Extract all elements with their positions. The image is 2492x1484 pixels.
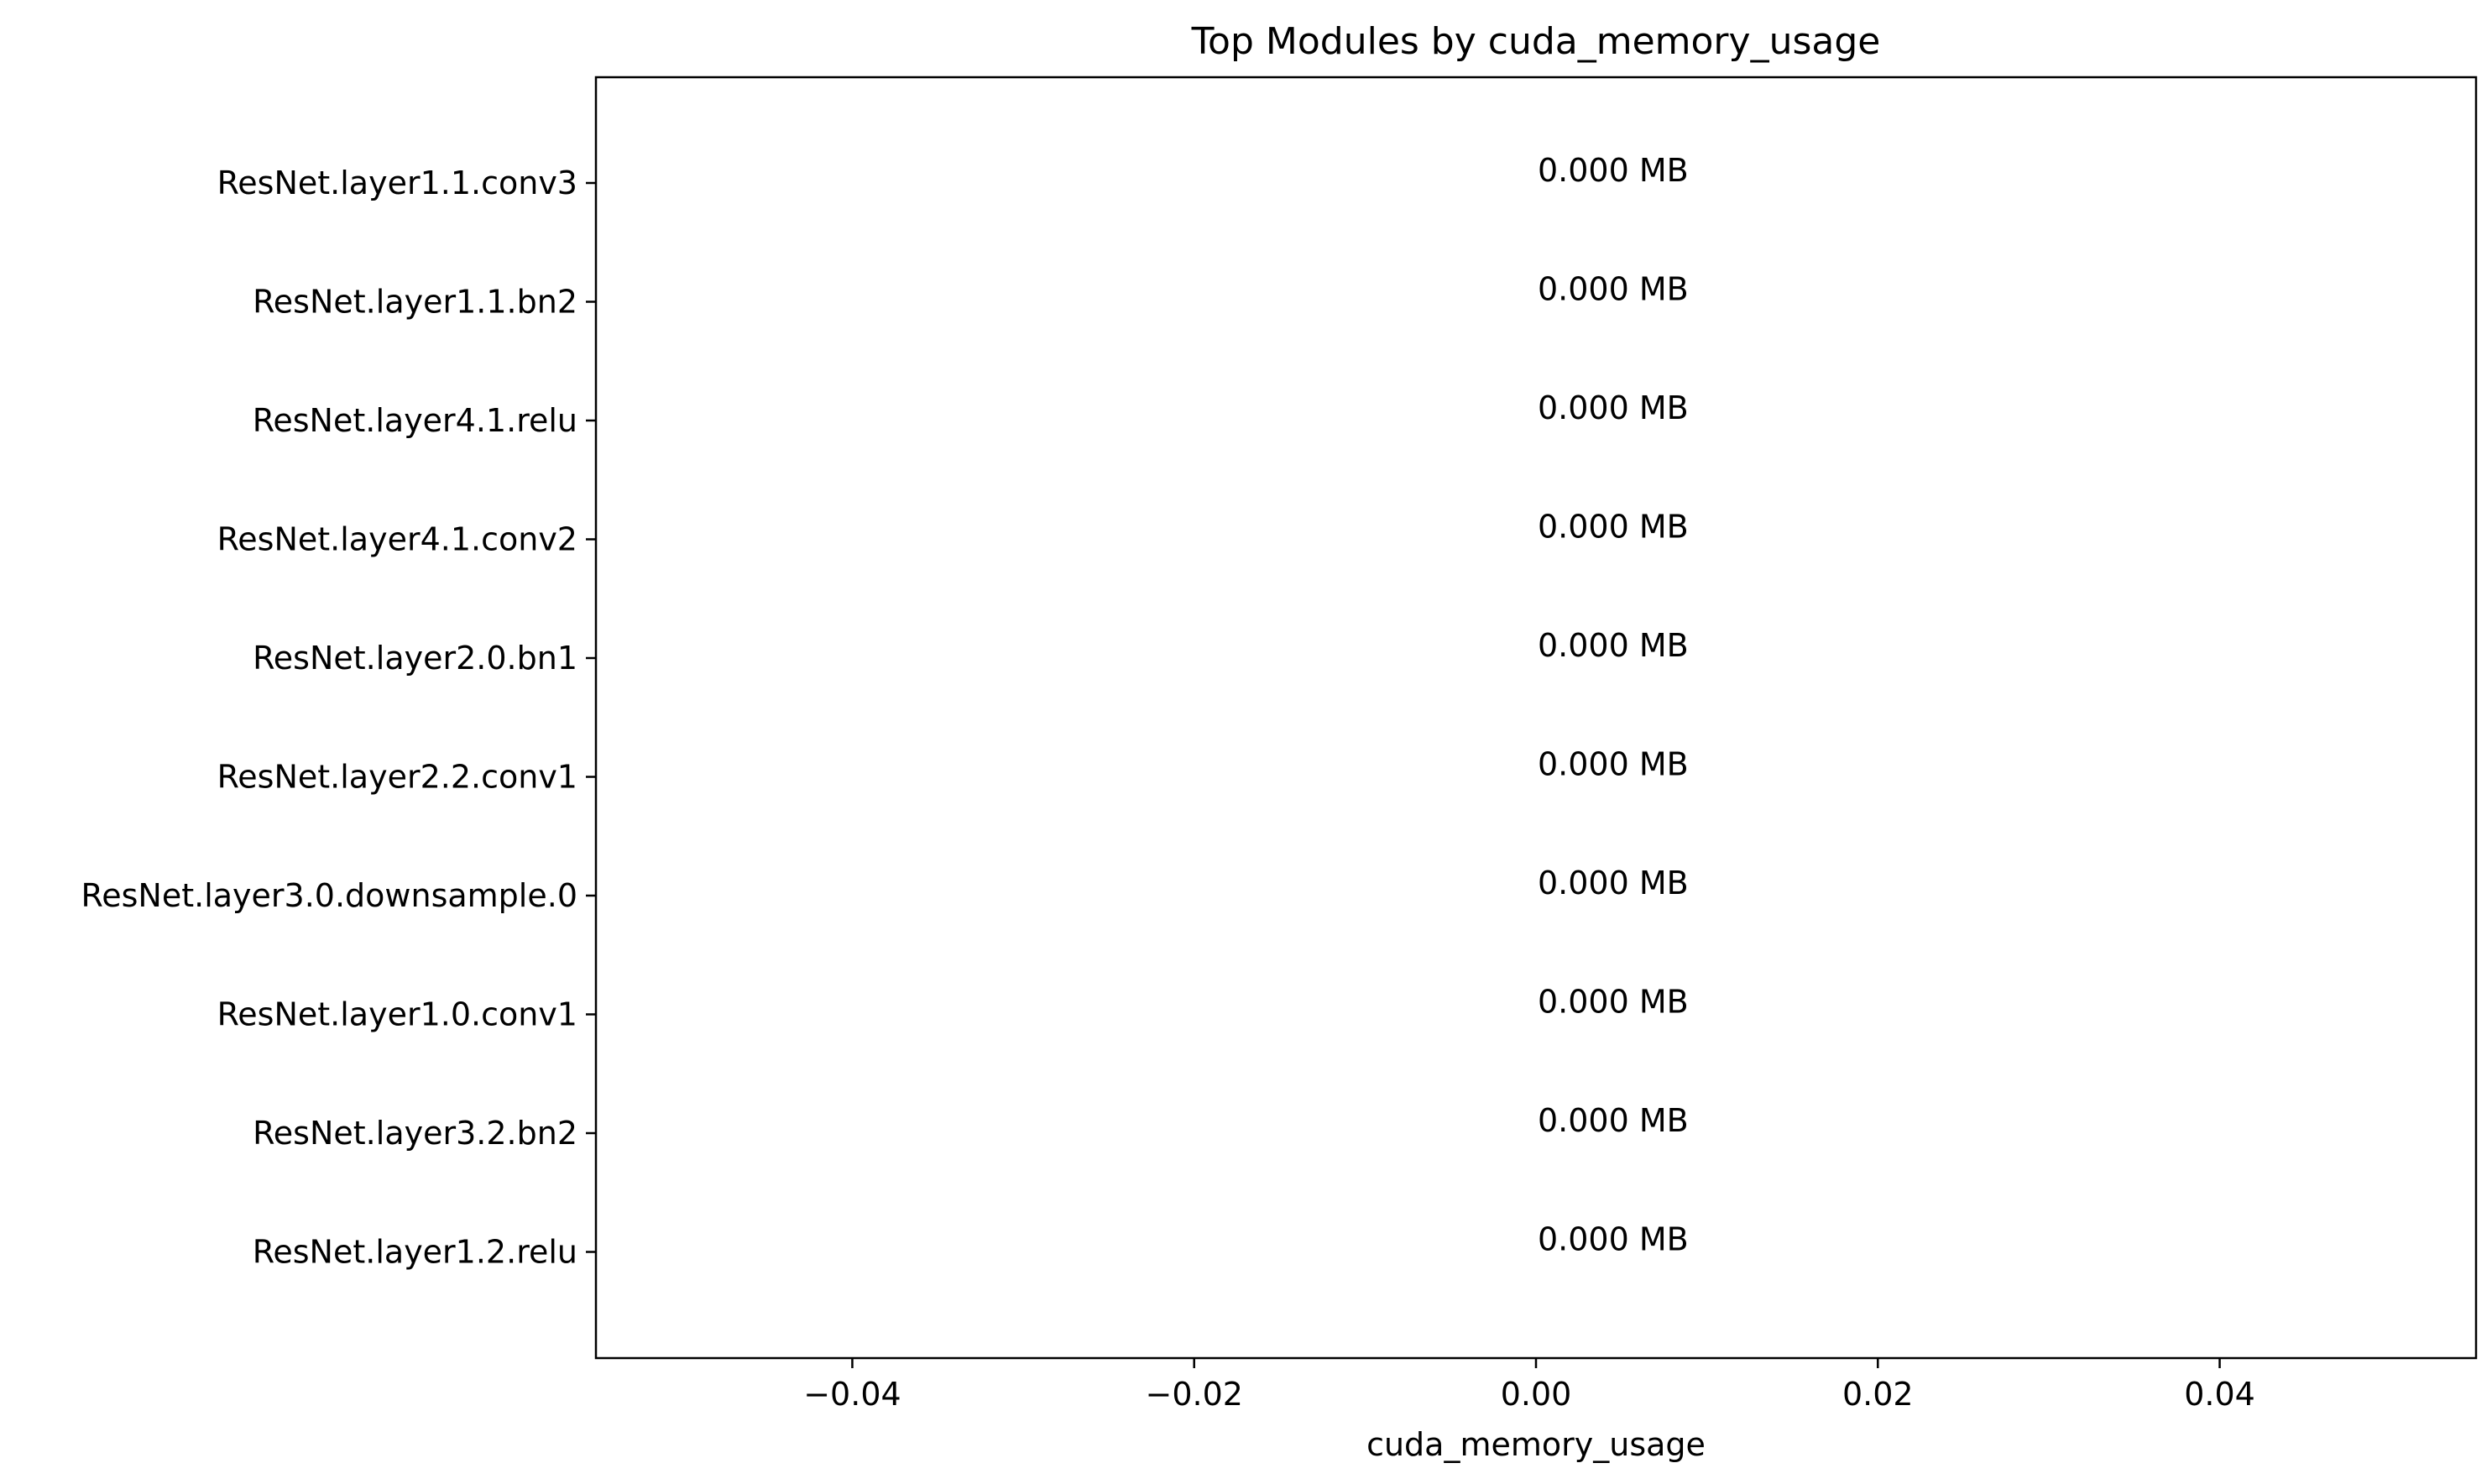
y-tick-label: ResNet.layer4.1.relu — [253, 402, 577, 439]
data-label: 0.000 MB — [1538, 746, 1689, 783]
y-tick-label: ResNet.layer2.0.bn1 — [253, 640, 577, 677]
plot-frame — [594, 76, 2478, 1360]
x-tick-labels: −0.04 −0.02 0.00 0.02 0.04 — [803, 1358, 2255, 1413]
data-label: 0.000 MB — [1538, 152, 1689, 189]
data-label: 0.000 MB — [1538, 984, 1689, 1021]
y-tick-label: ResNet.layer4.1.conv2 — [217, 521, 577, 558]
y-tick-label: ResNet.layer1.0.conv1 — [217, 996, 577, 1033]
y-tick-label: ResNet.layer3.2.bn2 — [253, 1115, 577, 1152]
x-tick-label: 0.04 — [2184, 1376, 2255, 1413]
data-label: 0.000 MB — [1538, 509, 1689, 546]
data-label: 0.000 MB — [1538, 627, 1689, 664]
x-axis-label: cuda_memory_usage — [1366, 1426, 1706, 1463]
x-tick-label: 0.02 — [1842, 1376, 1914, 1413]
data-label: 0.000 MB — [1538, 1102, 1689, 1139]
y-tick-label: ResNet.layer1.2.relu — [253, 1234, 577, 1271]
x-tick-label: −0.04 — [803, 1376, 901, 1413]
y-tick-label: ResNet.layer1.1.conv3 — [217, 165, 577, 201]
data-label: 0.000 MB — [1538, 389, 1689, 426]
data-label: 0.000 MB — [1538, 271, 1689, 308]
data-labels: 0.000 MB 0.000 MB 0.000 MB 0.000 MB 0.000 MB… — [1538, 152, 1689, 1258]
chart-title: Top Modules by cuda_memory_usage — [1191, 20, 1881, 63]
y-tick-label: ResNet.layer1.1.bn2 — [253, 284, 577, 321]
y-tick-labels: ResNet.layer1.1.conv3 ResNet.layer1.1.bn2… — [81, 165, 596, 1271]
x-tick-label: −0.02 — [1146, 1376, 1243, 1413]
data-label: 0.000 MB — [1538, 865, 1689, 901]
y-tick-label: ResNet.layer2.2.conv1 — [217, 759, 577, 796]
y-tick-label: ResNet.layer3.0.downsample.0 — [81, 877, 577, 914]
x-tick-label: 0.00 — [1501, 1376, 1572, 1413]
data-label: 0.000 MB — [1538, 1221, 1689, 1258]
